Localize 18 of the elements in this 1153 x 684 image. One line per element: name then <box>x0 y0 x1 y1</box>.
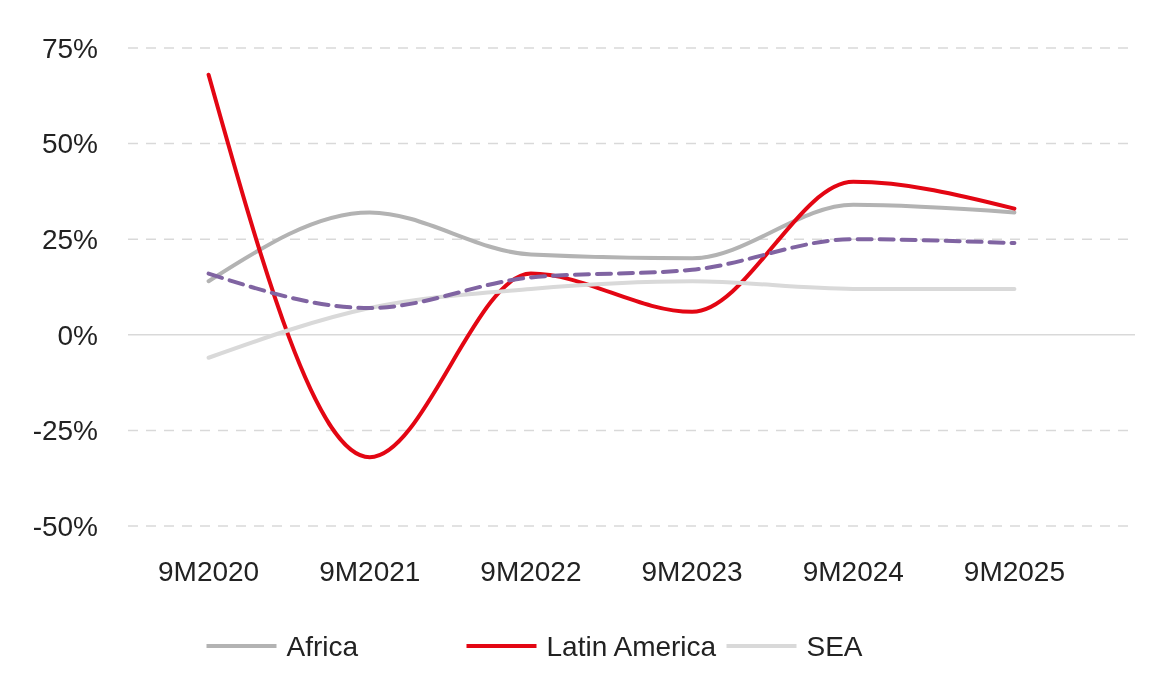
x-tick-label: 9M2020 <box>157 556 260 587</box>
line-series <box>206 202 1017 284</box>
x-tick-label: 9M2021 <box>319 556 421 587</box>
legend-label: Africa <box>286 630 359 662</box>
x-tick-label: 9M2025 <box>963 556 1066 587</box>
y-tick-label: -25% <box>32 415 98 447</box>
x-tick-label: 9M2022 <box>480 556 582 587</box>
y-tick-label: 75% <box>41 32 98 64</box>
legend-label: Latin America <box>546 630 717 662</box>
legend-label: SEA <box>806 630 863 662</box>
y-tick-label: 25% <box>41 224 98 255</box>
x-tick-label: 9M2023 <box>641 556 743 587</box>
y-tick-label: -50% <box>32 510 98 542</box>
line-series <box>206 72 1017 460</box>
x-tick-label: 9M2024 <box>802 556 904 587</box>
y-tick-label: 0% <box>57 319 98 351</box>
y-tick-label: 50% <box>41 128 98 160</box>
line-series <box>206 237 1017 311</box>
